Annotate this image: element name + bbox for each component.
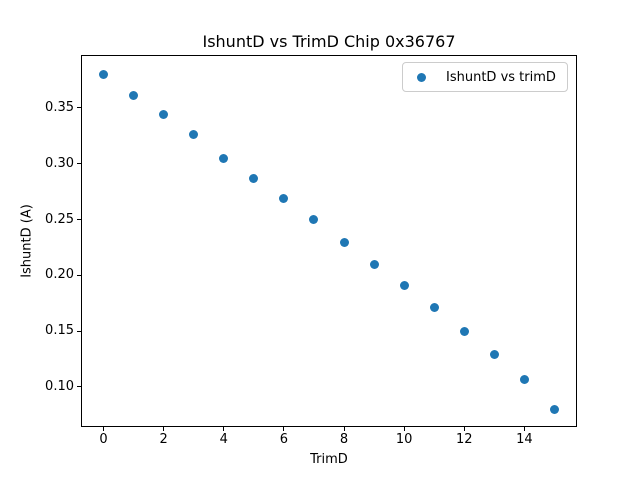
x-tick-label: 14 — [516, 432, 533, 447]
x-tick-mark — [223, 427, 225, 431]
x-tick-label: 0 — [99, 432, 108, 447]
y-axis-label: IshuntD (A) — [19, 204, 35, 278]
y-tick-label: 0.30 — [45, 155, 74, 171]
data-point — [219, 153, 229, 163]
x-tick-label: 6 — [279, 432, 289, 447]
data-point — [129, 91, 139, 101]
data-point — [279, 193, 289, 203]
x-tick-label: 2 — [159, 432, 168, 447]
data-point — [189, 130, 199, 140]
data-point — [339, 238, 349, 248]
y-tick-mark — [77, 163, 81, 165]
scatter-marker-icon — [417, 72, 426, 82]
data-point — [369, 259, 379, 269]
x-tick-label: 12 — [455, 432, 473, 447]
x-tick-mark — [163, 427, 165, 431]
data-point — [249, 173, 259, 183]
y-tick-label: 0.15 — [45, 323, 74, 339]
y-tick-mark — [77, 386, 81, 388]
data-point — [429, 303, 439, 313]
y-tick-label: 0.35 — [45, 99, 74, 115]
x-tick-mark — [523, 427, 525, 431]
data-point — [399, 280, 409, 290]
data-point — [459, 326, 469, 336]
data-point — [489, 349, 499, 359]
y-tick-label: 0.25 — [45, 211, 74, 227]
y-tick-mark — [77, 107, 81, 109]
legend: IshuntD vs trimD — [402, 62, 568, 92]
x-tick-mark — [463, 427, 465, 431]
x-tick-mark — [403, 427, 405, 431]
x-tick-mark — [103, 427, 105, 431]
y-tick-mark — [77, 219, 81, 221]
x-tick-label: 4 — [219, 432, 228, 447]
x-tick-label: 10 — [395, 432, 413, 447]
data-point — [159, 110, 169, 120]
data-point — [519, 374, 529, 384]
x-tick-mark — [343, 427, 345, 431]
chart-title: IshuntD vs TrimD Chip 0x36767 — [202, 32, 456, 51]
y-tick-label: 0.10 — [45, 378, 74, 394]
x-tick-label: 8 — [339, 432, 349, 447]
plot-area — [81, 55, 577, 427]
y-tick-mark — [77, 274, 81, 276]
y-tick-label: 0.20 — [45, 267, 74, 283]
data-point — [309, 215, 319, 225]
x-axis-label: TrimD — [310, 452, 348, 467]
x-tick-mark — [283, 427, 285, 431]
legend-label: IshuntD vs trimD — [446, 69, 556, 85]
y-tick-mark — [77, 330, 81, 332]
data-point — [99, 70, 109, 80]
data-point — [549, 404, 559, 414]
